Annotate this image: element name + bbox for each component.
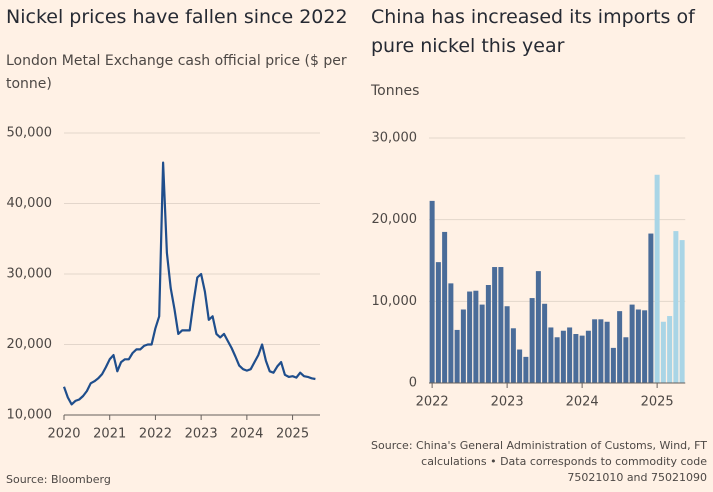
bar <box>460 309 466 383</box>
bar <box>510 328 516 383</box>
x-tick-label: 2024 <box>566 395 599 410</box>
bar <box>479 304 485 383</box>
chart-title: Nickel prices have fallen since 2022 <box>6 6 348 28</box>
bar <box>585 330 591 383</box>
bar <box>648 233 654 383</box>
bar <box>635 309 641 383</box>
bar <box>673 231 679 383</box>
bar <box>667 316 673 383</box>
y-tick-label: 10,000 <box>372 294 418 309</box>
bar <box>535 271 541 383</box>
bar <box>467 291 473 383</box>
x-tick-label: 2024 <box>230 427 263 442</box>
chart-subtitle: London Metal Exchange cash official pric… <box>6 53 347 92</box>
bar <box>579 335 585 383</box>
bar <box>642 310 648 383</box>
bar <box>560 330 566 383</box>
x-tick-label: 2025 <box>641 395 674 410</box>
bar <box>429 200 435 383</box>
bar <box>573 334 579 383</box>
bar <box>485 285 491 383</box>
chart-subtitle: Tonnes <box>371 83 420 99</box>
bar <box>504 306 510 383</box>
bar <box>473 290 479 383</box>
bar <box>604 321 610 383</box>
bar <box>442 231 448 383</box>
y-tick-label: 10,000 <box>7 408 53 423</box>
y-tick-label: 30,000 <box>7 267 53 282</box>
x-tick-label: 2023 <box>185 427 218 442</box>
bar <box>523 356 529 383</box>
y-tick-label: 0 <box>409 376 417 391</box>
y-tick-label: 30,000 <box>372 131 418 146</box>
bar <box>435 262 441 383</box>
chart-title: China has increased its imports of pure … <box>371 6 695 57</box>
bar <box>448 283 454 383</box>
y-tick-label: 20,000 <box>7 337 53 352</box>
bar <box>629 304 635 383</box>
bar <box>660 321 666 383</box>
y-tick-label: 40,000 <box>7 196 53 211</box>
bar <box>598 319 604 383</box>
source: Source: China's General Administration o… <box>371 439 707 484</box>
bar <box>492 267 498 383</box>
bar <box>517 349 523 383</box>
bar <box>567 327 573 383</box>
bar <box>542 303 548 383</box>
x-tick-label: 2020 <box>47 427 80 442</box>
bar <box>454 329 460 383</box>
x-tick-label: 2022 <box>416 395 449 410</box>
x-tick-label: 2021 <box>93 427 126 442</box>
bar <box>529 298 535 383</box>
x-tick-label: 2022 <box>139 427 172 442</box>
bar <box>654 174 660 383</box>
bar <box>498 267 504 383</box>
y-tick-label: 20,000 <box>372 212 418 227</box>
bar <box>592 319 598 383</box>
source: Source: Bloomberg <box>6 473 111 486</box>
x-tick-label: 2025 <box>276 427 309 442</box>
bar <box>623 337 629 383</box>
bar <box>548 327 554 383</box>
bar <box>679 240 685 383</box>
bar <box>554 337 560 383</box>
x-tick-label: 2023 <box>491 395 524 410</box>
price-line <box>62 161 316 406</box>
bar <box>610 347 616 383</box>
bar <box>617 311 623 383</box>
y-tick-label: 50,000 <box>7 126 53 141</box>
